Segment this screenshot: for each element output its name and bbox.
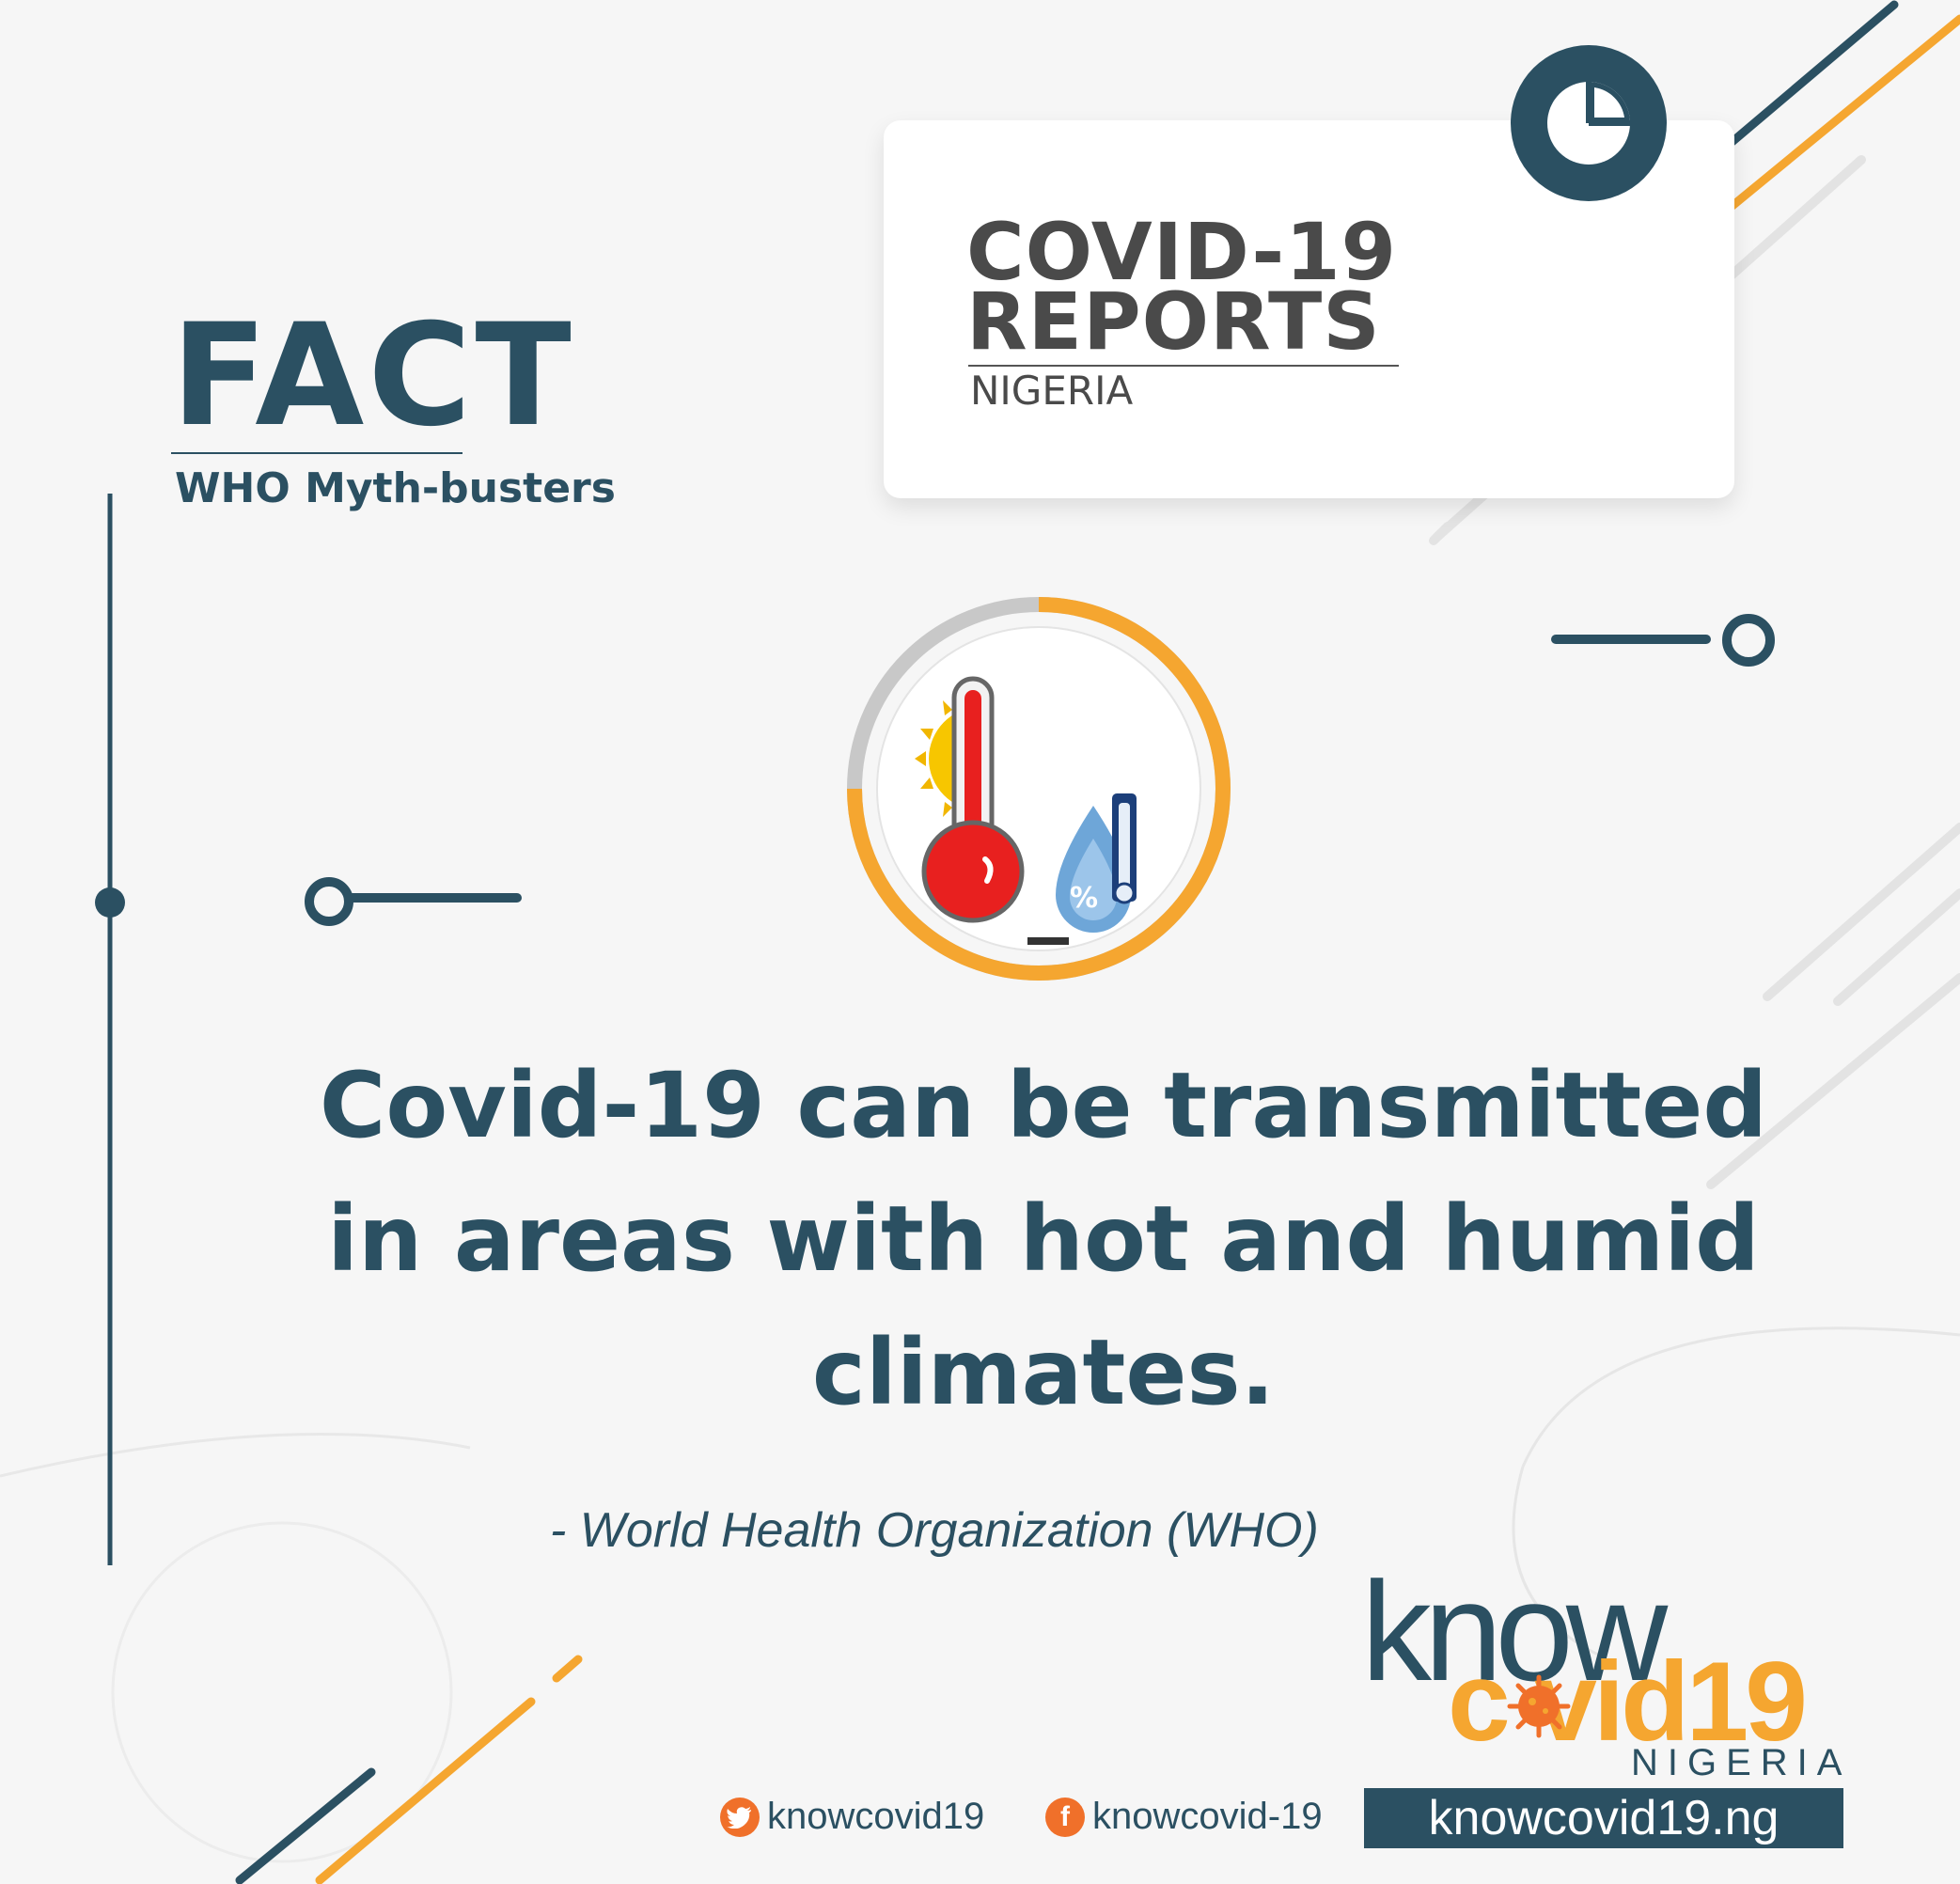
source-attribution: - World Health Organization (WHO) xyxy=(550,1503,1319,1558)
twitter-icon xyxy=(720,1797,760,1837)
reports-title-line2: REPORTS xyxy=(966,275,1381,368)
virus-icon xyxy=(1507,1674,1571,1738)
pie-chart-icon xyxy=(1547,82,1630,165)
reports-title: COVID-19 REPORTS xyxy=(966,206,1398,368)
website-link[interactable]: knowcovid19.ng xyxy=(1364,1788,1843,1848)
statement-line1: Covid-19 can be transmitted xyxy=(319,1053,1768,1158)
statement-line2: in areas with hot and humid xyxy=(327,1186,1760,1293)
facebook-handle[interactable]: f knowcovid-19 xyxy=(1045,1796,1323,1838)
brand-covid-text-label: c vid19 xyxy=(1448,1639,1808,1765)
pie-chart-badge xyxy=(1511,45,1667,201)
hot-humid-climate-icon: % xyxy=(844,594,1233,983)
fact-subtitle: WHO Myth-busters xyxy=(175,464,616,512)
brand-covid-text: c vid19 xyxy=(1448,1645,1808,1758)
reports-title-line1: COVID-19 xyxy=(966,206,1398,298)
facebook-handle-text: knowcovid-19 xyxy=(1092,1796,1323,1837)
reports-subtitle: NIGERIA xyxy=(970,368,1134,414)
fact-heading: FACT xyxy=(171,294,575,458)
statement-line3: climates. xyxy=(811,1320,1276,1426)
twitter-handle[interactable]: knowcovid19 xyxy=(720,1796,984,1838)
svg-text:%: % xyxy=(1070,882,1098,915)
fact-statement: Covid-19 can be transmitted in areas wit… xyxy=(282,1039,1805,1439)
reports-divider xyxy=(968,365,1399,367)
twitter-handle-text: knowcovid19 xyxy=(767,1796,985,1837)
brand-know-text: know xyxy=(1361,1552,1668,1710)
facebook-icon: f xyxy=(1045,1797,1085,1837)
brand-nigeria-text: NIGERIA xyxy=(1631,1742,1852,1783)
